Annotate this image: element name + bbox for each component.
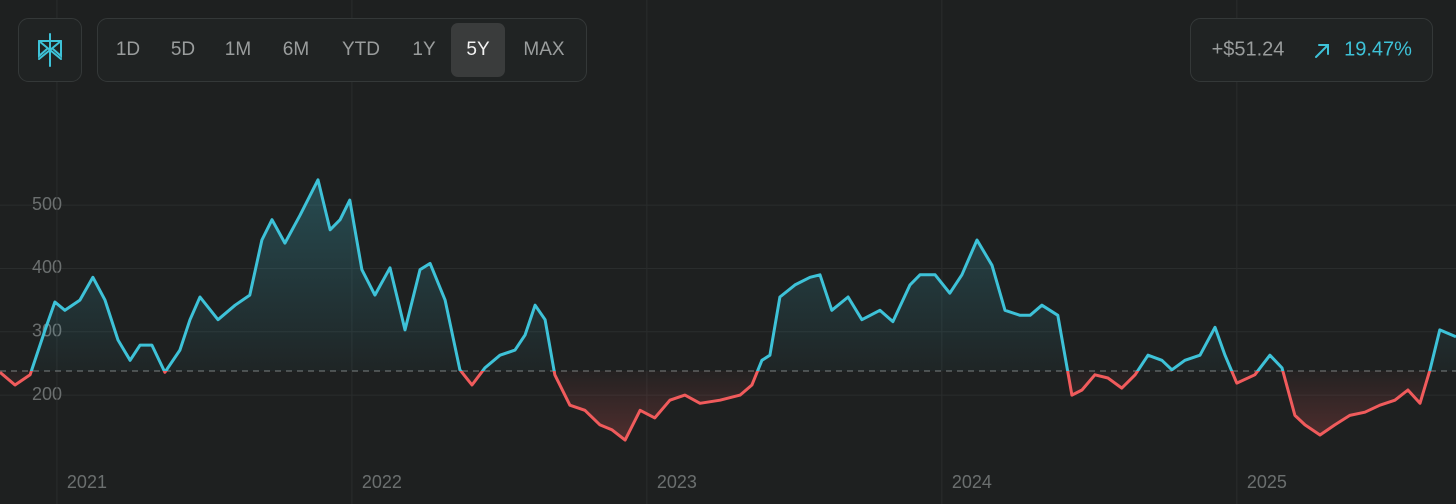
area-down (0, 371, 1430, 441)
x-tick-label: 2025 (1247, 472, 1287, 492)
y-tick-label: 200 (32, 384, 62, 404)
line-down (0, 371, 1432, 442)
change-amount: +$51.24 (1212, 38, 1285, 60)
range-button[interactable]: 1M (225, 39, 251, 60)
y-tick-label: 400 (32, 257, 62, 277)
range-button-active[interactable] (451, 23, 505, 77)
range-button[interactable]: 5D (171, 39, 195, 60)
change-percent: 19.47% (1344, 38, 1412, 60)
range-button[interactable]: 1Y (412, 39, 436, 60)
area-up (0, 179, 1456, 372)
range-button[interactable]: YTD (342, 39, 380, 60)
x-tick-label: 2024 (952, 472, 992, 492)
range-button[interactable]: 6M (283, 39, 309, 60)
x-tick-label: 2022 (362, 472, 402, 492)
line-up (29, 178, 1456, 372)
range-button[interactable]: MAX (523, 39, 565, 60)
range-button[interactable]: 1D (116, 39, 140, 60)
range-button[interactable]: 5Y (466, 39, 490, 60)
x-tick-label: 2021 (67, 472, 107, 492)
x-tick-label: 2023 (657, 472, 697, 492)
logo-icon (38, 33, 62, 67)
change-box (1190, 18, 1433, 82)
up-arrow (1315, 44, 1329, 58)
y-tick-label: 500 (32, 194, 62, 214)
